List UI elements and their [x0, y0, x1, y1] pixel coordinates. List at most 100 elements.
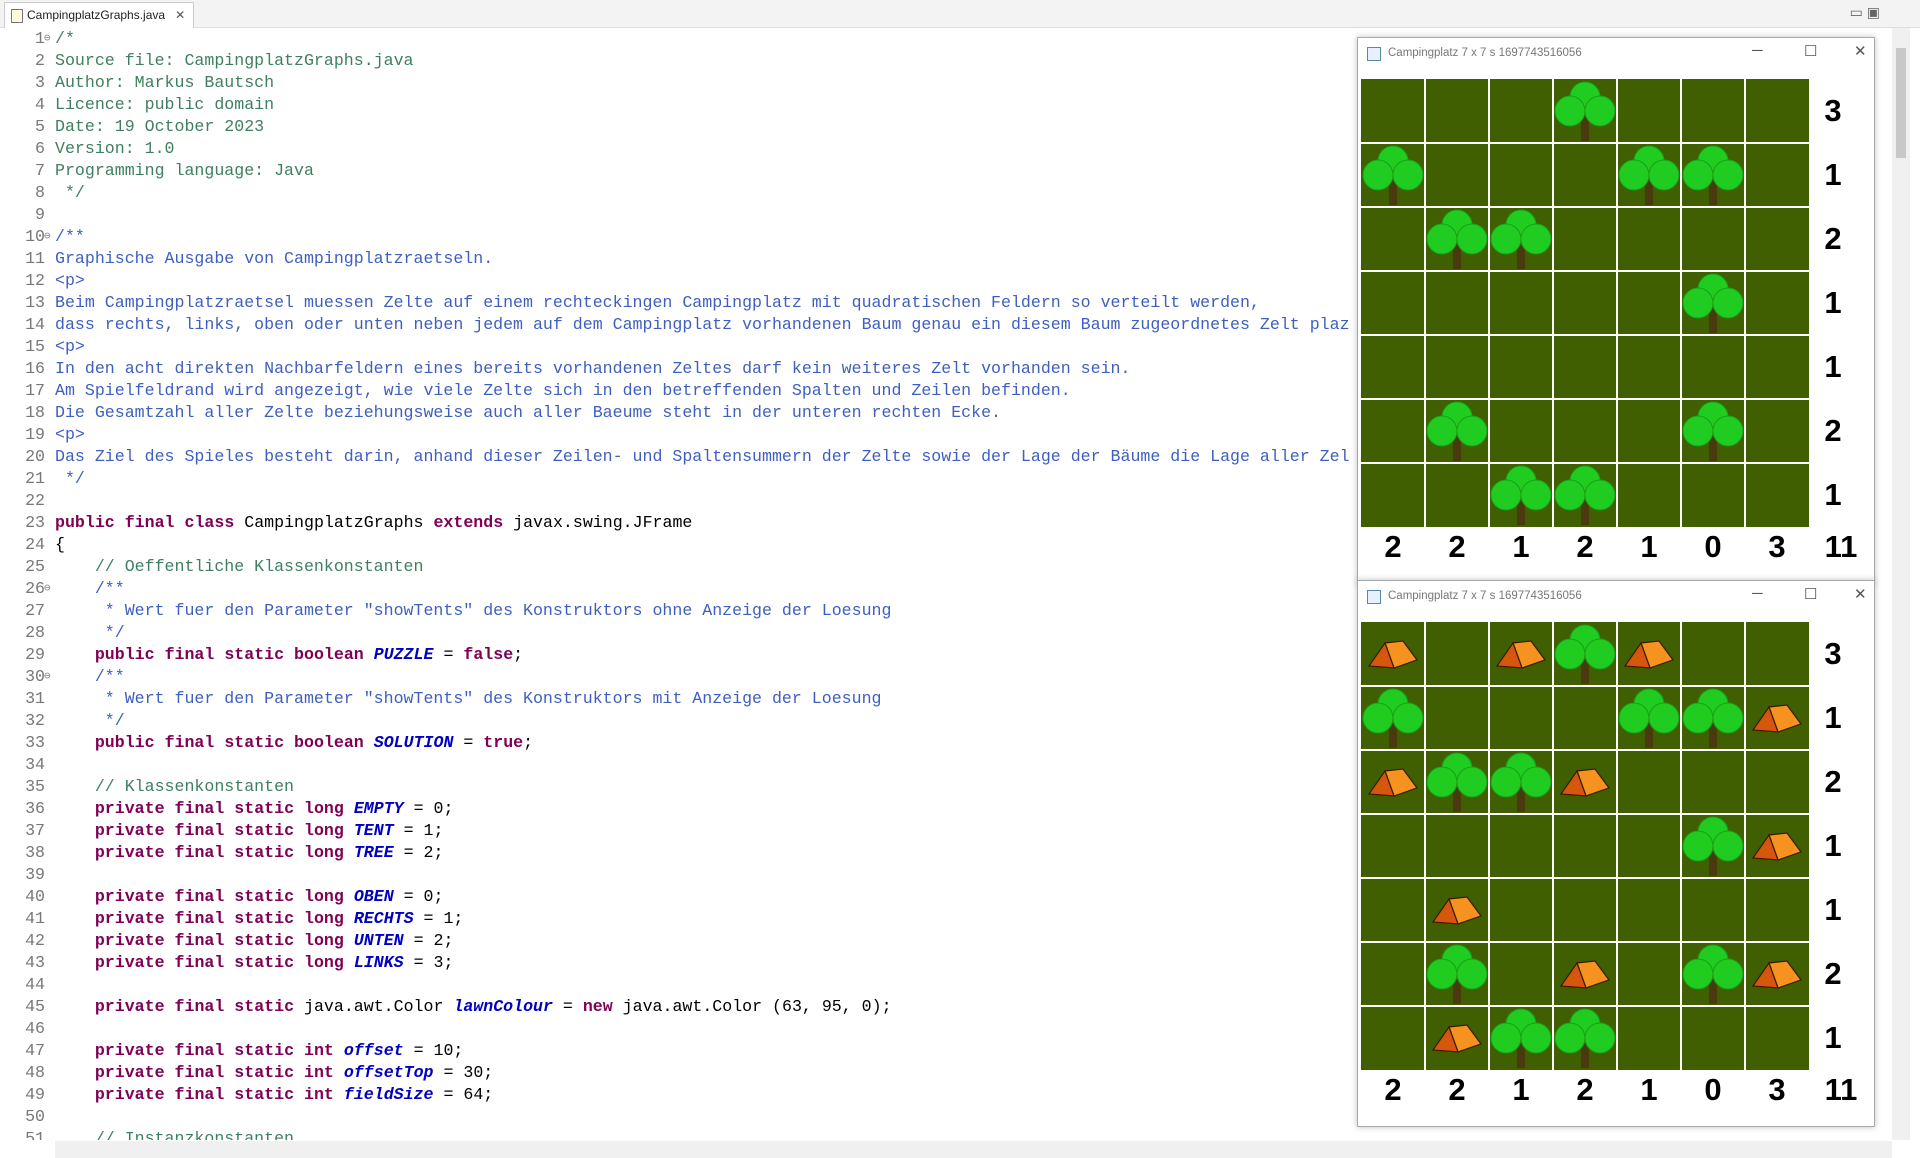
- code-line: 30 ⊖ /**: [0, 666, 1890, 688]
- line-number: 15: [25, 337, 45, 356]
- code-text: Graphische Ausgabe von Campingplatzraets…: [55, 249, 494, 268]
- code-text: private final static int offset = 10;: [94, 1041, 464, 1060]
- code-text: private final static int fieldSize = 64;: [94, 1085, 494, 1104]
- code-line: 24 {: [0, 534, 1890, 556]
- leaves: [1426, 223, 1458, 255]
- code-line: 50: [0, 1106, 1890, 1128]
- tree: [1682, 145, 1744, 205]
- code-text: Programming language: Java: [55, 161, 314, 180]
- code-line: 9: [0, 204, 1890, 226]
- code-line: 13 Beim Campingplatzraetsel muessen Zelte…: [0, 292, 1890, 314]
- line-number: 39: [25, 865, 45, 884]
- code-text: Version: 1.0: [55, 139, 175, 158]
- line-number: 31: [25, 689, 45, 708]
- column-sum: 1: [1512, 529, 1529, 564]
- line-number: 5: [35, 117, 45, 136]
- tree: [1618, 145, 1680, 205]
- code-line: 22: [0, 490, 1890, 512]
- code-text: Date: 19 October 2023: [55, 117, 265, 136]
- line-number: 6: [35, 139, 45, 158]
- line-number: 30: [25, 667, 45, 686]
- tent-front: [1431, 1025, 1459, 1053]
- code-text: Beim Campingplatzraetsel muessen Zelte a…: [55, 293, 1260, 312]
- code-text: */: [55, 623, 125, 642]
- fold-marker: ⊖: [44, 583, 51, 595]
- line-number: 4: [35, 95, 45, 114]
- code-text: /**: [55, 227, 85, 246]
- code-line: 4 Licence: public domain: [0, 94, 1890, 116]
- code-text: private final static long LINKS = 3;: [94, 953, 454, 972]
- leaves: [1456, 958, 1488, 990]
- leaves: [1712, 702, 1744, 734]
- close-button[interactable]: ✕: [1854, 586, 1867, 603]
- code-text: // Klassenkonstanten: [55, 777, 294, 796]
- leaves: [1712, 415, 1744, 447]
- trunk: [1581, 1036, 1589, 1068]
- leaves: [1520, 479, 1552, 511]
- code-line: 19 <p>: [0, 424, 1890, 446]
- code-line: 28 */: [0, 622, 1890, 644]
- code-text: public final static boolean SOLUTION = t…: [94, 733, 534, 752]
- code-line: 46: [0, 1018, 1890, 1040]
- line-number: 24: [25, 535, 45, 554]
- code-text: private final static long UNTEN = 2;: [94, 931, 454, 950]
- tent-front: [1623, 641, 1651, 669]
- fold-marker: ⊖: [44, 231, 51, 243]
- code-line: 2 Source file: CampingplatzGraphs.java: [0, 50, 1890, 72]
- code-line: 12 <p>: [0, 270, 1890, 292]
- window-title: Campingplatz 7 x 7 s 1697743516056: [1388, 47, 1582, 59]
- tree: [1554, 465, 1616, 525]
- close-button[interactable]: ✕: [1854, 43, 1867, 60]
- leaves: [1520, 1022, 1552, 1054]
- tree: [1682, 688, 1744, 748]
- trunk: [1709, 844, 1717, 876]
- column-sum: 3: [1768, 529, 1785, 564]
- code-line: 47 private final static int offset = 10;: [0, 1040, 1890, 1062]
- row-sum: 1: [1824, 157, 1841, 192]
- tree: [1490, 209, 1552, 269]
- vertical-scrollbar[interactable]: [1892, 28, 1910, 1140]
- line-number: 14: [25, 315, 45, 334]
- leaves: [1682, 287, 1714, 319]
- line-number: 19: [25, 425, 45, 444]
- leaves: [1554, 479, 1586, 511]
- view-controls[interactable]: ▭ ▣: [1849, 4, 1880, 20]
- code-text: * Wert fuer den Parameter "showTents" de…: [55, 601, 892, 620]
- leaves: [1584, 479, 1616, 511]
- leaves: [1490, 479, 1522, 511]
- close-tab[interactable]: ✕: [175, 8, 186, 22]
- tent: [1751, 960, 1802, 989]
- code-text: private final static long TREE = 2;: [94, 843, 444, 862]
- code-text: */: [55, 469, 85, 488]
- code-line: 51 // Instanzkonstanten: [0, 1128, 1890, 1140]
- line-number: 8: [35, 183, 45, 202]
- maximize-button[interactable]: ☐: [1804, 586, 1818, 603]
- minimize-button[interactable]: ─: [1752, 42, 1763, 59]
- code-line: 36 private final static long EMPTY = 0;: [0, 798, 1890, 820]
- code-line: 5 Date: 19 October 2023: [0, 116, 1890, 138]
- line-number: 27: [25, 601, 45, 620]
- trunk: [1581, 493, 1589, 525]
- code-line: 32 */: [0, 710, 1890, 732]
- tab-bar: CampingplatzGraphs.java ✕ ▭ ▣: [0, 0, 1920, 28]
- code-line: 7 Programming language: Java: [0, 160, 1890, 182]
- maximize-button[interactable]: ☐: [1804, 43, 1818, 60]
- fold-marker: ⊖: [44, 33, 51, 45]
- code-text: <p>: [55, 337, 85, 356]
- tree: [1362, 688, 1424, 748]
- minimize-button[interactable]: ─: [1752, 585, 1763, 602]
- line-number: 42: [25, 931, 45, 950]
- leaves: [1682, 830, 1714, 862]
- editor-tab[interactable]: CampingplatzGraphs.java ✕: [4, 2, 195, 28]
- line-number: 40: [25, 887, 45, 906]
- row-sum: 2: [1824, 221, 1841, 256]
- code-editor[interactable]: 1 ⊖/* 2 Source file: CampingplatzGraphs.jav…: [0, 28, 1890, 1140]
- horizontal-scrollbar[interactable]: [55, 1141, 1892, 1158]
- column-sum: 2: [1384, 1072, 1401, 1107]
- line-number: 45: [25, 997, 45, 1016]
- code-line: 35 // Klassenkonstanten: [0, 776, 1890, 798]
- tab-title: CampingplatzGraphs.java: [27, 8, 166, 22]
- line-number: 17: [25, 381, 45, 400]
- leaves: [1426, 958, 1458, 990]
